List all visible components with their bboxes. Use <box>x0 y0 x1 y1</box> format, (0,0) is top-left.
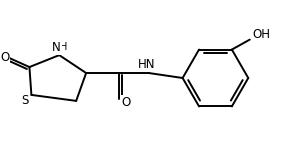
Text: OH: OH <box>253 28 271 41</box>
Text: H: H <box>60 42 67 52</box>
Text: N: N <box>52 41 61 54</box>
Text: HN: HN <box>138 58 156 71</box>
Text: O: O <box>121 96 130 109</box>
Text: S: S <box>21 94 28 107</box>
Text: O: O <box>0 51 9 64</box>
